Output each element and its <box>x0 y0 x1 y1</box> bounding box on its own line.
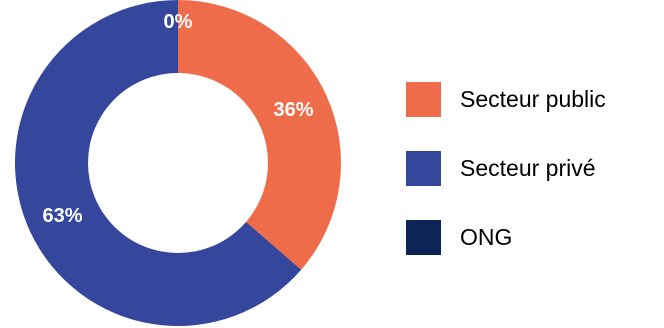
donut-hole <box>88 73 268 253</box>
slice-label-secteur-public: 36% <box>274 99 314 121</box>
legend: Secteur public Secteur privé ONG <box>406 82 606 255</box>
legend-swatch-secteur-public <box>406 82 441 117</box>
slice-label-secteur-prive: 63% <box>42 205 82 227</box>
legend-swatch-secteur-prive <box>406 151 441 186</box>
legend-item-ong: ONG <box>406 220 606 255</box>
slice-label-ong: 0% <box>164 11 193 33</box>
slice-labels: 36% 63% 0% <box>42 11 313 227</box>
legend-item-secteur-public: Secteur public <box>406 82 606 117</box>
legend-label-ong: ONG <box>460 224 513 250</box>
legend-label-secteur-public: Secteur public <box>460 86 606 112</box>
legend-label-secteur-prive: Secteur privé <box>460 155 596 181</box>
legend-item-secteur-prive: Secteur privé <box>406 151 606 186</box>
legend-swatch-ong <box>406 220 441 255</box>
